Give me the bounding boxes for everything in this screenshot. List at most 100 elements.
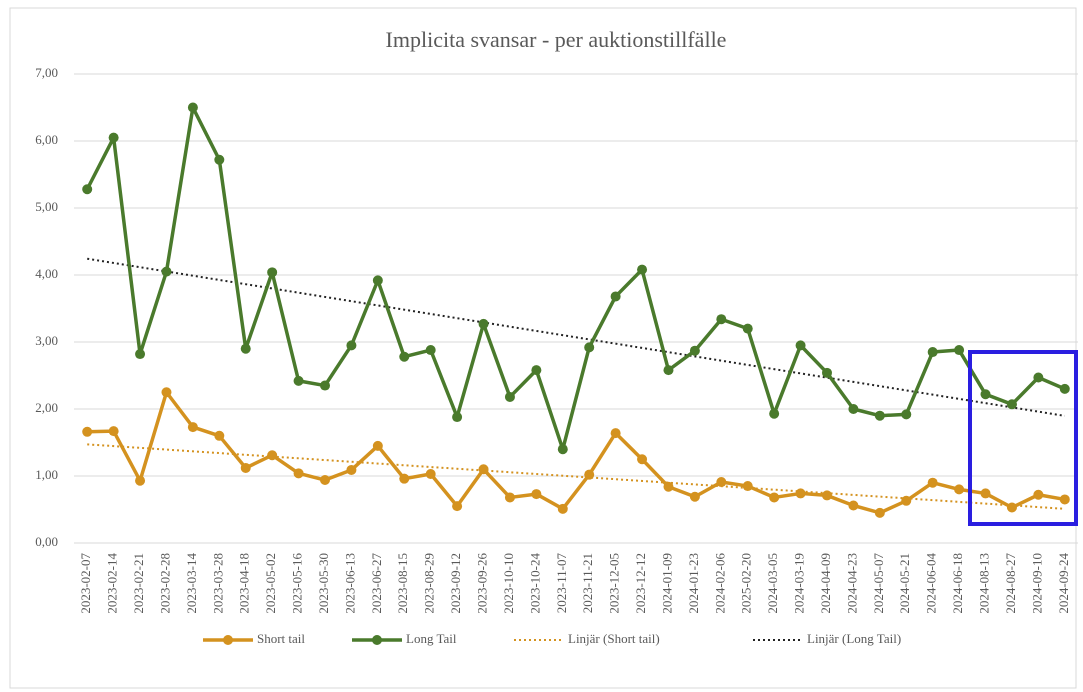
data-point	[663, 365, 674, 376]
data-point	[108, 426, 119, 437]
x-tick-label: 2024-03-19	[792, 553, 807, 614]
data-point	[452, 501, 463, 512]
data-point	[425, 468, 436, 479]
y-tick-label: 3,00	[35, 333, 58, 348]
data-point	[980, 488, 991, 499]
x-tick-label: 2024-05-21	[897, 553, 912, 614]
x-tick-label: 2023-09-12	[448, 553, 463, 614]
x-tick-label: 2024-04-09	[818, 553, 833, 614]
x-tick-label: 2023-05-30	[316, 553, 331, 614]
data-point	[135, 349, 146, 360]
data-point	[372, 440, 383, 451]
data-point	[742, 481, 753, 492]
x-tick-label: 2023-12-12	[633, 553, 648, 614]
data-point	[901, 409, 912, 420]
data-point	[689, 345, 700, 356]
x-tick-label: 2023-10-24	[527, 553, 542, 614]
x-tick-label: 2024-01-09	[659, 553, 674, 614]
x-tick-label: 2023-06-27	[369, 553, 384, 614]
x-tick-label: 2024-01-23	[686, 553, 701, 614]
data-point	[637, 264, 648, 275]
data-point	[927, 477, 938, 488]
data-point	[716, 477, 727, 488]
data-point	[769, 408, 780, 419]
data-point	[848, 500, 859, 511]
x-tick-label: 2023-05-02	[263, 553, 278, 614]
y-tick-label: 0,00	[35, 534, 58, 549]
data-point	[610, 291, 621, 302]
x-tick-label: 2023-02-14	[105, 553, 120, 614]
x-tick-label: 2023-12-05	[607, 553, 622, 614]
data-point	[293, 375, 304, 386]
data-point	[108, 132, 119, 143]
x-tick-label: 2023-08-29	[422, 553, 437, 614]
x-tick-label: 2023-11-21	[580, 553, 595, 613]
data-point	[346, 464, 357, 475]
data-point	[346, 340, 357, 351]
x-tick-label: 2024-08-13	[977, 553, 992, 614]
data-point	[716, 314, 727, 325]
data-point	[240, 343, 251, 354]
x-tick-label: 2023-03-14	[184, 553, 199, 614]
data-point	[848, 404, 859, 414]
data-point	[372, 275, 383, 286]
data-point	[795, 340, 806, 351]
data-point	[557, 503, 568, 514]
chart-border	[9, 7, 1077, 689]
x-tick-label: 2024-04-23	[844, 553, 859, 614]
y-tick-label: 5,00	[35, 199, 58, 214]
data-point	[663, 481, 674, 492]
x-tick-label: 2024-09-10	[1029, 553, 1044, 614]
data-point	[214, 430, 225, 441]
chart-title: Implicita svansar - per auktionstillfäll…	[386, 27, 727, 52]
x-tick-label: 2023-06-13	[342, 553, 357, 614]
data-point	[452, 412, 463, 423]
data-point	[901, 495, 912, 506]
data-point	[954, 484, 965, 495]
y-tick-label: 2,00	[35, 400, 58, 415]
data-point	[267, 267, 278, 278]
data-point	[874, 507, 885, 518]
legend-marker	[372, 635, 382, 645]
data-point	[504, 492, 515, 503]
data-point	[293, 468, 304, 479]
y-tick-label: 6,00	[35, 132, 58, 147]
data-point	[822, 490, 832, 501]
data-point	[795, 488, 806, 499]
x-tick-label: 2024-03-05	[765, 553, 780, 614]
data-point	[399, 473, 410, 484]
data-point	[531, 365, 542, 376]
x-tick-label: 2024-08-27	[1003, 553, 1018, 614]
data-point	[267, 450, 278, 461]
data-point	[1006, 399, 1017, 410]
x-tick-label: 2023-11-07	[554, 553, 569, 614]
data-point	[320, 475, 330, 486]
data-point	[320, 380, 330, 391]
x-tick-label: 2024-05-07	[871, 553, 886, 614]
x-tick-label: 2023-05-16	[290, 553, 305, 614]
data-point	[531, 489, 542, 500]
data-point	[1033, 372, 1044, 383]
data-point	[822, 367, 832, 378]
data-point	[610, 428, 621, 439]
data-point	[135, 475, 146, 486]
data-point	[399, 351, 410, 362]
x-tick-label: 2025-02-20	[739, 553, 754, 614]
data-point	[557, 444, 568, 455]
data-point	[637, 454, 648, 465]
x-tick-label: 2023-02-07	[78, 553, 93, 614]
data-point	[214, 154, 225, 165]
data-point	[742, 323, 753, 334]
data-point	[161, 266, 172, 277]
legend-label: Long Tail	[406, 631, 457, 646]
data-point	[187, 422, 198, 433]
x-tick-label: 2023-10-10	[501, 553, 516, 614]
data-point	[954, 345, 965, 356]
trend-line	[87, 257, 1065, 417]
x-tick-label: 2024-02-06	[712, 553, 727, 614]
data-point	[584, 469, 595, 480]
data-point	[1059, 494, 1070, 505]
data-point	[504, 391, 515, 402]
legend-label: Short tail	[257, 631, 305, 646]
